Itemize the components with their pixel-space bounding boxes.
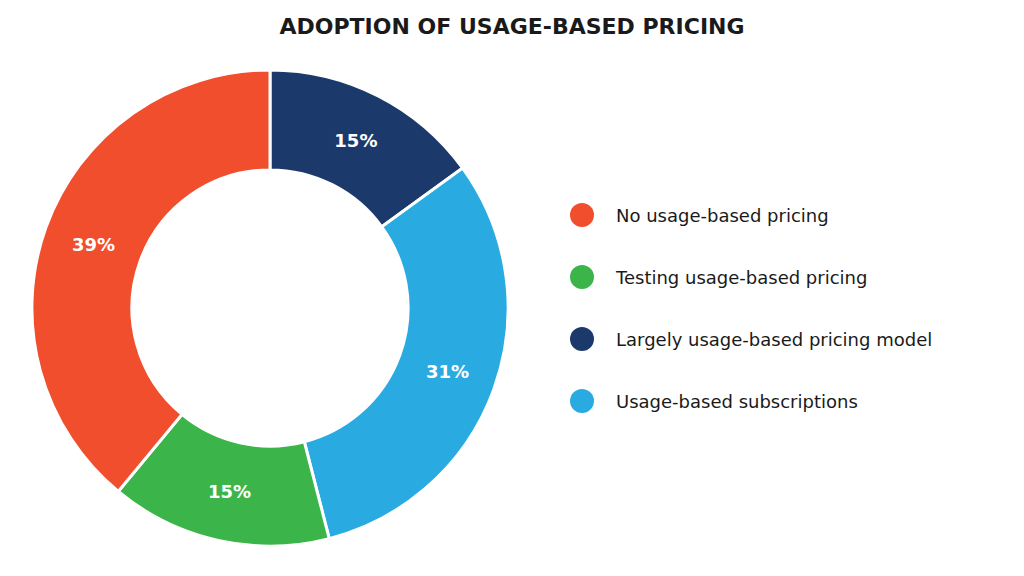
svg-text:15%: 15% — [208, 481, 251, 502]
html-text:ADOPTION OF USAGE-BASED PRICIN: ADOPTION OF USAGE-BASED PRICING — [279, 14, 745, 39]
svg-text:15%: 15% — [334, 130, 377, 151]
html-text:Testing usage-based pricing: Testing usage-based pricing — [616, 266, 868, 288]
html-text:Usage-based subscriptions: Usage-based subscriptions — [616, 390, 858, 412]
html-text:Largely usage-based pricing mo: Largely usage-based pricing model — [616, 328, 933, 350]
svg-text:31%: 31% — [426, 361, 469, 382]
html-text:No usage-based pricing: No usage-based pricing — [616, 204, 829, 226]
svg-text:39%: 39% — [72, 234, 115, 255]
